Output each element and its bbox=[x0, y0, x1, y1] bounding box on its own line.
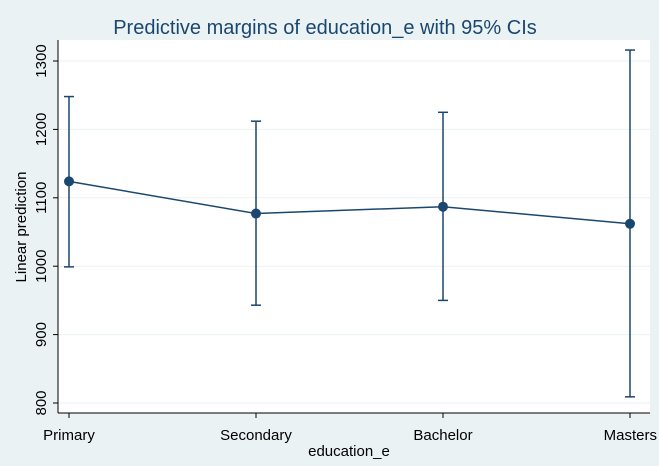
y-axis-title: Linear prediction bbox=[13, 172, 30, 283]
x-ticks: Primary Secondary Bachelor Masters bbox=[43, 413, 657, 444]
gridlines bbox=[58, 60, 650, 404]
y-ticks: 800 900 1000 1100 1200 1300 bbox=[33, 44, 58, 416]
data-point bbox=[438, 201, 448, 212]
x-axis-title: education_e bbox=[308, 443, 390, 460]
data-point bbox=[64, 176, 74, 187]
y-tick-label: 1200 bbox=[33, 113, 50, 146]
plot-background bbox=[58, 40, 650, 413]
x-tick-label: Primary bbox=[43, 427, 95, 444]
x-tick-label: Bachelor bbox=[413, 427, 472, 444]
y-tick-label: 1100 bbox=[33, 182, 50, 214]
series-line bbox=[68, 180, 631, 225]
data-point bbox=[251, 208, 261, 219]
chart-title: Predictive margins of education_e with 9… bbox=[113, 17, 537, 39]
x-tick-label: Secondary bbox=[220, 427, 292, 444]
y-tick-label: 800 bbox=[33, 390, 50, 415]
y-tick-label: 900 bbox=[33, 322, 50, 347]
y-tick-label: 1300 bbox=[33, 44, 50, 77]
y-tick-label: 1000 bbox=[33, 250, 50, 283]
x-tick-label: Masters bbox=[604, 427, 657, 444]
data-points bbox=[64, 176, 635, 229]
data-point bbox=[625, 218, 635, 229]
